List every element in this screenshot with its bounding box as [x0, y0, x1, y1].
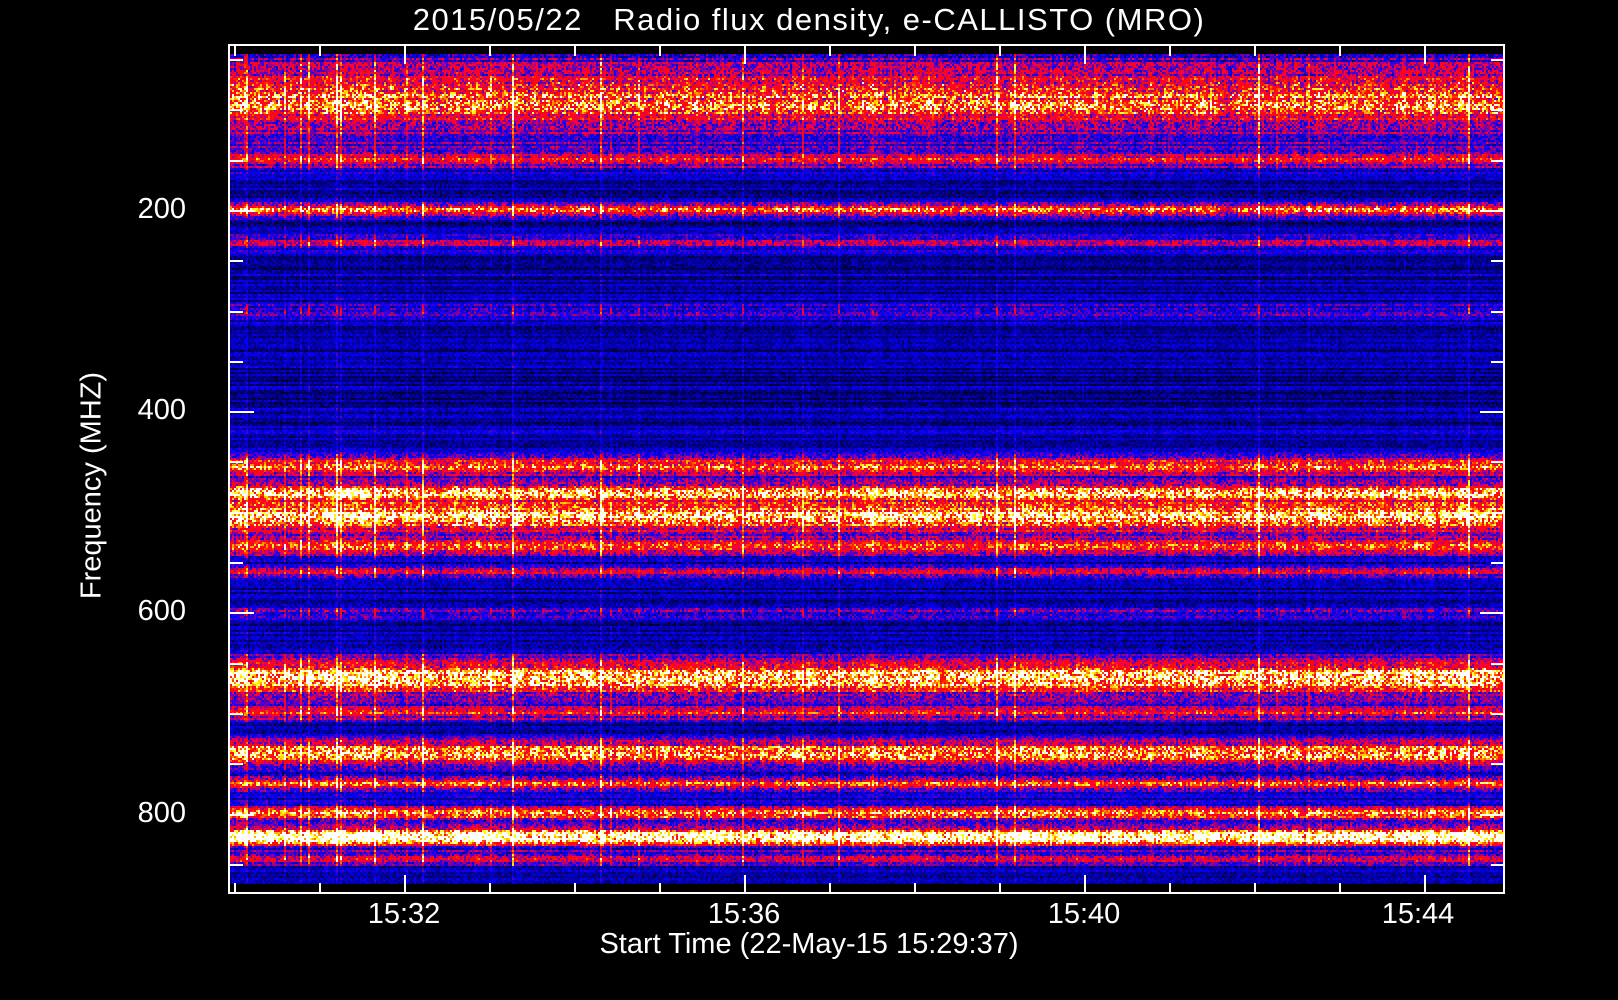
y-minor-tick [230, 260, 243, 262]
y-minor-tick-right [1491, 160, 1504, 162]
y-minor-tick-right [1491, 461, 1504, 463]
x-tick-label: 15:44 [1381, 898, 1455, 930]
y-minor-tick-right [1491, 864, 1504, 866]
x-minor-tick [1254, 883, 1256, 893]
x-minor-tick-top [574, 46, 576, 56]
x-tick-label: 15:36 [707, 898, 781, 930]
y-major-tick [230, 210, 254, 212]
x-minor-tick [489, 883, 491, 893]
x-minor-tick-top [319, 46, 321, 56]
y-minor-tick-right [1491, 763, 1504, 765]
y-tick-label: 600 [137, 595, 186, 628]
y-minor-tick [230, 713, 243, 715]
x-minor-tick [1169, 883, 1171, 893]
y-minor-tick [230, 663, 243, 665]
y-tick-label: 400 [137, 394, 186, 427]
y-major-tick [230, 814, 254, 816]
x-major-tick [1084, 875, 1086, 893]
x-major-tick-top [1084, 46, 1086, 64]
spectrogram-canvas [228, 54, 1504, 884]
y-axis-line-left [228, 44, 230, 894]
y-minor-tick-right [1491, 713, 1504, 715]
x-tick-label: 15:32 [367, 898, 441, 930]
y-minor-tick [230, 361, 243, 363]
y-minor-tick [230, 864, 243, 866]
x-minor-tick-top [999, 46, 1001, 56]
y-major-tick-right [1480, 210, 1504, 212]
x-major-tick [744, 875, 746, 893]
x-tick-label: 15:40 [1047, 898, 1121, 930]
x-major-tick [404, 875, 406, 893]
y-minor-tick [230, 562, 243, 564]
y-tick-label: 200 [137, 192, 186, 225]
x-minor-tick [914, 883, 916, 893]
x-minor-tick-top [914, 46, 916, 56]
y-minor-tick [230, 59, 243, 61]
x-minor-tick [234, 883, 236, 893]
y-major-tick-right [1480, 411, 1504, 413]
x-minor-tick [574, 883, 576, 893]
y-minor-tick-right [1491, 260, 1504, 262]
y-major-tick [230, 612, 254, 614]
y-minor-tick-right [1491, 361, 1504, 363]
y-minor-tick-right [1491, 59, 1504, 61]
x-major-tick-top [744, 46, 746, 64]
y-axis-line-right [1503, 44, 1505, 894]
y-minor-tick-right [1491, 311, 1504, 313]
x-minor-tick [1339, 883, 1341, 893]
y-minor-tick [230, 311, 243, 313]
y-minor-tick [230, 109, 243, 111]
y-minor-tick-right [1491, 109, 1504, 111]
y-minor-tick [230, 160, 243, 162]
y-minor-tick [230, 512, 243, 514]
x-minor-tick-top [1254, 46, 1256, 56]
x-major-tick-top [1424, 46, 1426, 64]
y-axis-title: Frequency (MHZ) [75, 371, 108, 600]
y-minor-tick [230, 763, 243, 765]
plot-area [228, 54, 1504, 894]
y-minor-tick [230, 461, 243, 463]
x-minor-tick-top [829, 46, 831, 56]
y-minor-tick-right [1491, 663, 1504, 665]
x-axis-line-bottom [228, 892, 1505, 894]
x-major-tick-top [404, 46, 406, 64]
page-title: 2015/05/22 Radio flux density, e-CALLIST… [412, 2, 1206, 37]
x-minor-tick-top [234, 46, 236, 56]
y-major-tick-right [1480, 814, 1504, 816]
x-minor-tick-top [489, 46, 491, 56]
x-axis-line-top [228, 44, 1505, 46]
x-major-tick [1424, 875, 1426, 893]
x-minor-tick [319, 883, 321, 893]
x-minor-tick [999, 883, 1001, 893]
x-minor-tick-top [659, 46, 661, 56]
y-minor-tick-right [1491, 512, 1504, 514]
spectrogram-image [228, 54, 1504, 884]
y-tick-label: 800 [137, 796, 186, 829]
x-minor-tick-top [1339, 46, 1341, 56]
y-major-tick-right [1480, 612, 1504, 614]
x-minor-tick-top [1169, 46, 1171, 56]
x-minor-tick [659, 883, 661, 893]
y-major-tick [230, 411, 254, 413]
y-minor-tick-right [1491, 562, 1504, 564]
x-minor-tick [829, 883, 831, 893]
x-axis-title: Start Time (22-May-15 15:29:37) [599, 928, 1019, 960]
